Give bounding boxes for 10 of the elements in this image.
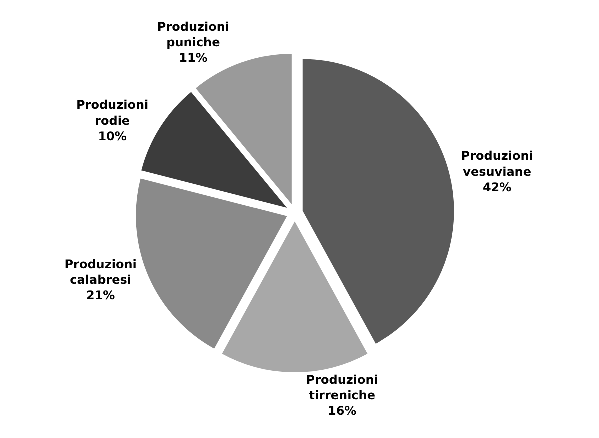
slice-label: Produzioni calabresi <box>64 258 137 288</box>
slice-label: Produzioni vesuviane <box>461 149 534 179</box>
data-label: 11% <box>179 51 208 66</box>
slice-label: Produzioni puniche <box>157 20 230 50</box>
data-label: 16% <box>328 404 357 418</box>
slice-label: Produzioni tirreniche <box>306 373 378 403</box>
data-label: 10% <box>98 129 127 144</box>
data-label: 42% <box>482 180 512 194</box>
data-label: 21% <box>86 288 116 303</box>
slice-label: Produzioni rodie <box>76 98 149 128</box>
